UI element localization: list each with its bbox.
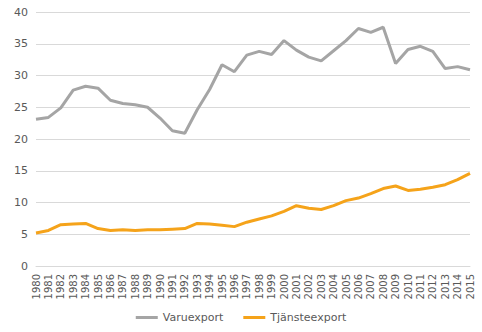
svg-text:1985: 1985 [93,274,104,299]
svg-text:1996: 1996 [229,274,240,299]
svg-text:5: 5 [21,228,28,241]
svg-text:2004: 2004 [328,274,339,299]
svg-text:1981: 1981 [43,274,54,299]
svg-text:2002: 2002 [303,274,314,299]
svg-text:2012: 2012 [427,274,438,299]
svg-text:2014: 2014 [452,274,463,299]
svg-text:10: 10 [14,196,28,209]
svg-text:1989: 1989 [142,274,153,299]
svg-text:20: 20 [14,133,28,146]
svg-text:Tjänsteexport: Tjänsteexport [269,311,347,324]
svg-text:0: 0 [21,260,28,273]
svg-text:2011: 2011 [415,274,426,299]
svg-text:1993: 1993 [192,274,203,299]
svg-text:1997: 1997 [241,274,252,299]
svg-text:Varuexport: Varuexport [163,311,224,324]
svg-text:2006: 2006 [353,274,364,299]
svg-text:1987: 1987 [117,274,128,299]
svg-text:2010: 2010 [403,274,414,299]
svg-text:25: 25 [14,101,28,114]
svg-text:1994: 1994 [204,274,215,299]
svg-text:2007: 2007 [365,274,376,299]
svg-text:1991: 1991 [167,274,178,299]
svg-text:15: 15 [14,164,28,177]
svg-text:2008: 2008 [378,274,389,299]
svg-text:2005: 2005 [341,274,352,299]
svg-text:2003: 2003 [316,274,327,299]
svg-text:2015: 2015 [465,274,476,299]
svg-text:1984: 1984 [80,274,91,299]
svg-text:40: 40 [14,6,28,19]
svg-text:1982: 1982 [55,274,66,299]
svg-text:1998: 1998 [254,274,265,299]
svg-text:1992: 1992 [179,274,190,299]
svg-text:1995: 1995 [217,274,228,299]
svg-text:1980: 1980 [31,274,42,299]
svg-text:1986: 1986 [105,274,116,299]
svg-text:35: 35 [14,37,28,50]
svg-text:2013: 2013 [440,274,451,299]
svg-text:1999: 1999 [266,274,277,299]
svg-text:2001: 2001 [291,274,302,299]
svg-text:2009: 2009 [390,274,401,299]
svg-text:1990: 1990 [155,274,166,299]
svg-text:2000: 2000 [279,274,290,299]
svg-text:1988: 1988 [130,274,141,299]
svg-text:1983: 1983 [68,274,79,299]
svg-text:30: 30 [14,69,28,82]
